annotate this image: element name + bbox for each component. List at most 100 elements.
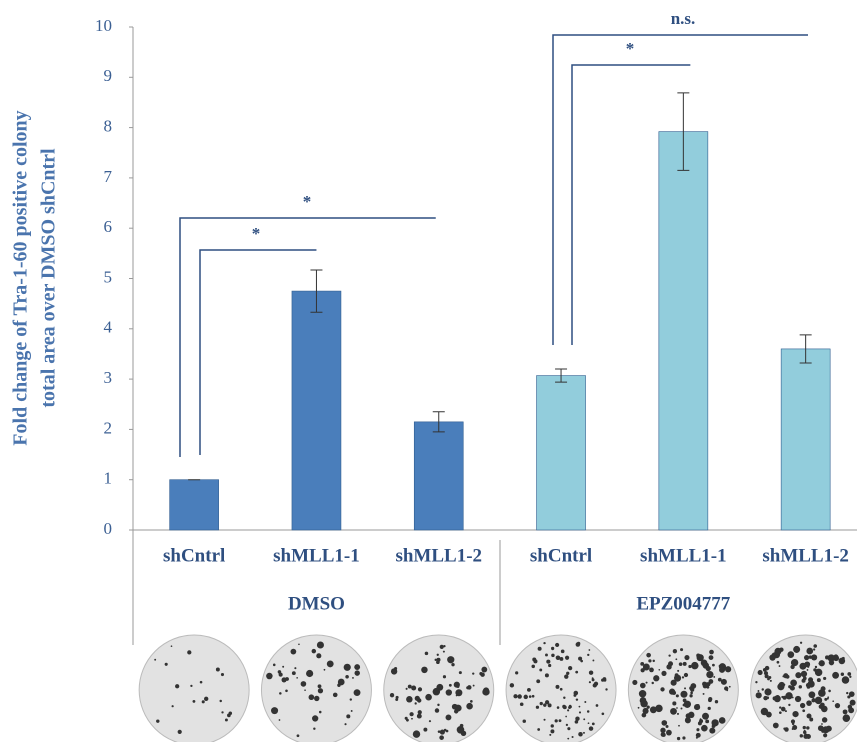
colony <box>314 696 319 701</box>
colony <box>313 727 315 729</box>
colony <box>543 719 545 721</box>
colony <box>415 696 420 701</box>
colony <box>467 685 471 689</box>
colony <box>346 714 350 718</box>
colony <box>640 662 644 666</box>
colony <box>592 723 595 726</box>
x-tick-label: shCntrl <box>530 545 592 566</box>
colony <box>672 701 676 705</box>
colony <box>843 709 848 714</box>
colony <box>840 660 842 662</box>
colony <box>668 661 673 666</box>
colony <box>579 711 581 713</box>
colony <box>425 652 429 656</box>
colony <box>294 667 296 669</box>
colony <box>317 641 324 648</box>
colony <box>560 688 563 691</box>
colony <box>813 644 817 648</box>
colony <box>555 719 558 722</box>
colony <box>792 711 798 717</box>
colony <box>817 678 821 682</box>
colony <box>822 726 829 733</box>
colony <box>764 688 771 695</box>
colony <box>171 645 173 647</box>
colony <box>715 700 718 703</box>
colony <box>409 712 413 716</box>
colony <box>719 665 721 667</box>
colony-plate <box>261 635 371 742</box>
colony <box>429 720 431 722</box>
colony-plate <box>139 635 249 742</box>
colony <box>841 673 844 676</box>
colony <box>832 700 834 702</box>
colony <box>588 722 590 724</box>
colony <box>312 649 316 653</box>
colony <box>266 673 273 680</box>
colony <box>724 686 728 690</box>
colony <box>674 675 681 682</box>
colony <box>818 663 820 665</box>
colony <box>779 665 781 667</box>
colony <box>592 678 595 681</box>
y-tick-label: 6 <box>104 217 113 236</box>
colony <box>647 706 650 709</box>
colony <box>470 700 473 703</box>
colony <box>847 672 851 676</box>
colony <box>576 698 578 700</box>
colony <box>768 676 771 679</box>
colony <box>319 711 322 714</box>
colony <box>473 685 475 687</box>
colony <box>446 730 449 733</box>
colony <box>800 734 803 737</box>
colony <box>777 661 780 664</box>
colony <box>564 674 568 678</box>
colony <box>766 712 772 718</box>
colony <box>680 648 683 651</box>
colony <box>849 676 851 678</box>
colony <box>538 647 542 651</box>
colony <box>481 667 487 673</box>
colony <box>689 694 692 697</box>
colony <box>696 728 699 731</box>
colony <box>813 668 816 671</box>
colony <box>670 708 677 715</box>
colony <box>406 696 412 702</box>
colony <box>835 703 840 708</box>
colony <box>605 688 607 690</box>
colony <box>683 662 687 666</box>
colony <box>640 700 647 707</box>
colony <box>792 725 797 730</box>
colony <box>660 687 664 691</box>
colony <box>788 704 790 706</box>
colony <box>803 726 806 729</box>
colony <box>282 666 284 668</box>
colony <box>457 726 465 734</box>
significance-label: * <box>252 224 261 243</box>
colony <box>279 673 283 677</box>
colony <box>800 703 805 708</box>
bar <box>781 349 830 530</box>
colony <box>683 704 686 707</box>
colony <box>675 658 677 660</box>
colony <box>818 689 826 697</box>
colony <box>807 666 809 668</box>
colony <box>565 656 569 660</box>
colony <box>545 654 548 657</box>
colony <box>344 723 346 725</box>
colony <box>784 675 786 677</box>
colony <box>783 696 787 700</box>
colony <box>696 654 700 658</box>
colony <box>819 704 824 709</box>
colony <box>660 728 665 733</box>
colony <box>567 727 570 730</box>
colony <box>723 667 726 670</box>
colony <box>549 734 551 736</box>
colony <box>551 647 554 650</box>
colony <box>548 703 552 707</box>
colony <box>779 711 782 714</box>
colony <box>443 675 446 678</box>
colony <box>781 707 786 712</box>
colony <box>297 734 300 737</box>
colony <box>696 737 698 739</box>
colony <box>792 697 794 699</box>
